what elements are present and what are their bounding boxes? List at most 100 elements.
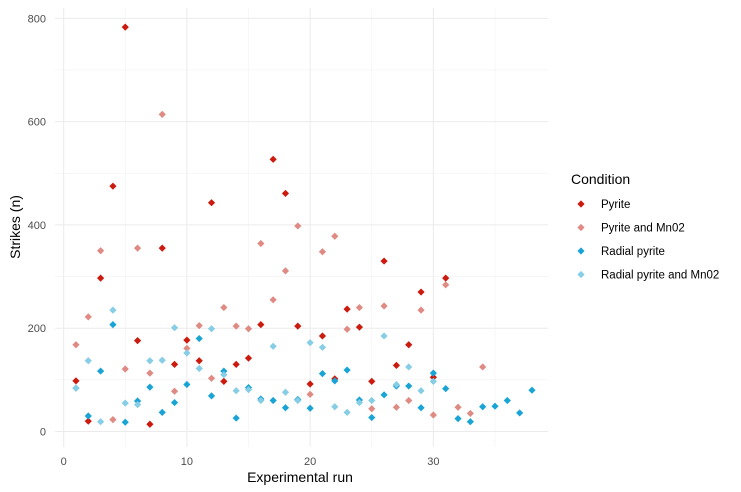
point-radial-pyrite-and-mn02 <box>257 396 265 405</box>
point-radial-pyrite <box>491 402 499 410</box>
point-pyrite <box>207 199 216 207</box>
point-radial-pyrite <box>417 404 425 412</box>
point-pyrite <box>442 274 450 282</box>
point-radial-pyrite-and-mn02 <box>97 418 105 426</box>
point-pyrite <box>318 332 327 340</box>
point-pyrite-and-mn02 <box>195 322 203 330</box>
point-radial-pyrite-and-mn02 <box>72 384 80 392</box>
point-pyrite <box>269 155 277 163</box>
point-radial-pyrite-and-mn02 <box>281 388 290 396</box>
point-radial-pyrite <box>146 383 154 391</box>
point-radial-pyrite-and-mn02 <box>269 342 277 350</box>
y-axis-title: Strikes (n) <box>7 195 23 259</box>
point-pyrite <box>121 23 129 31</box>
point-radial-pyrite <box>170 398 179 407</box>
point-pyrite <box>109 182 117 190</box>
x-axis-title: Experimental run <box>247 469 353 485</box>
point-pyrite <box>368 377 376 386</box>
point-radial-pyrite <box>121 418 129 426</box>
point-radial-pyrite <box>380 391 388 399</box>
point-radial-pyrite-and-mn02 <box>318 343 327 351</box>
point-pyrite-and-mn02 <box>257 239 265 248</box>
point-pyrite-and-mn02 <box>454 403 462 411</box>
point-pyrite <box>294 322 302 330</box>
point-pyrite-and-mn02 <box>183 344 191 352</box>
point-pyrite <box>405 341 413 349</box>
point-radial-pyrite-and-mn02 <box>146 357 154 365</box>
point-pyrite-and-mn02 <box>355 303 364 312</box>
point-radial-pyrite <box>158 408 166 416</box>
x-tick-label: 20 <box>304 456 316 468</box>
legend-key-radial-pyrite-and-mn02 <box>577 270 585 279</box>
y-tick-label: 400 <box>28 220 46 232</box>
point-radial-pyrite <box>405 382 413 390</box>
point-radial-pyrite-and-mn02 <box>244 386 253 394</box>
point-radial-pyrite-and-mn02 <box>343 408 351 416</box>
point-radial-pyrite-and-mn02 <box>195 364 203 373</box>
point-pyrite <box>244 354 253 362</box>
point-radial-pyrite-and-mn02 <box>405 363 413 371</box>
point-pyrite-and-mn02 <box>220 303 228 312</box>
point-radial-pyrite-and-mn02 <box>417 387 425 395</box>
point-radial-pyrite-and-mn02 <box>158 356 166 364</box>
point-pyrite <box>72 377 80 385</box>
point-pyrite <box>429 373 437 381</box>
point-radial-pyrite-and-mn02 <box>109 306 117 314</box>
legend-key-pyrite-and-mn02 <box>577 223 585 232</box>
point-radial-pyrite <box>269 396 277 405</box>
legend-label-pyrite: Pyrite <box>601 199 630 211</box>
point-radial-pyrite-and-mn02 <box>121 399 129 407</box>
point-pyrite <box>306 380 314 388</box>
point-pyrite-and-mn02 <box>244 325 253 333</box>
point-pyrite-and-mn02 <box>146 369 154 377</box>
point-radial-pyrite-and-mn02 <box>294 396 302 405</box>
point-pyrite-and-mn02 <box>158 110 166 118</box>
point-radial-pyrite <box>133 397 142 405</box>
point-pyrite-and-mn02 <box>442 281 450 289</box>
point-pyrite-and-mn02 <box>392 403 401 411</box>
y-axis-ticks: 0 200 400 600 800 <box>28 13 46 438</box>
point-pyrite-and-mn02 <box>343 325 351 333</box>
point-radial-pyrite <box>343 366 351 374</box>
legend-label-pyrite-and-mn02: Pyrite and Mn02 <box>601 223 685 235</box>
point-pyrite-and-mn02 <box>479 363 487 371</box>
point-radial-pyrite <box>503 396 511 405</box>
point-radial-pyrite-and-mn02 <box>133 401 142 409</box>
x-tick-label: 0 <box>61 456 67 468</box>
point-pyrite <box>183 336 191 344</box>
point-pyrite-and-mn02 <box>72 341 80 349</box>
point-radial-pyrite <box>281 404 290 412</box>
y-tick-label: 600 <box>28 117 46 129</box>
point-radial-pyrite-and-mn02 <box>220 371 228 379</box>
legend-title: Condition <box>571 171 630 187</box>
point-radial-pyrite <box>479 403 487 411</box>
point-pyrite <box>146 420 154 428</box>
point-pyrite <box>158 244 166 252</box>
point-pyrite <box>380 257 388 265</box>
point-pyrite-and-mn02 <box>281 267 290 275</box>
point-pyrite-and-mn02 <box>368 405 376 413</box>
point-radial-pyrite <box>232 414 240 422</box>
point-radial-pyrite-and-mn02 <box>84 357 92 365</box>
point-pyrite <box>170 360 179 368</box>
point-pyrite-and-mn02 <box>109 416 117 424</box>
point-pyrite-and-mn02 <box>380 302 388 310</box>
x-tick-label: 30 <box>427 456 439 468</box>
point-pyrite-and-mn02 <box>84 313 92 321</box>
data-points <box>72 23 536 428</box>
point-pyrite <box>133 337 142 345</box>
x-axis-ticks: 0 10 20 30 <box>61 456 440 468</box>
minor-gridlines <box>55 8 548 447</box>
point-pyrite <box>281 189 290 198</box>
point-radial-pyrite <box>516 409 524 417</box>
point-radial-pyrite <box>84 412 92 420</box>
point-pyrite <box>195 357 203 365</box>
point-radial-pyrite <box>442 385 450 393</box>
point-radial-pyrite-and-mn02 <box>380 332 388 340</box>
legend-label-radial-pyrite: Radial pyrite <box>601 246 665 258</box>
point-radial-pyrite <box>183 380 191 389</box>
point-pyrite-and-mn02 <box>294 222 302 230</box>
point-radial-pyrite <box>331 377 339 385</box>
point-pyrite <box>232 360 240 368</box>
